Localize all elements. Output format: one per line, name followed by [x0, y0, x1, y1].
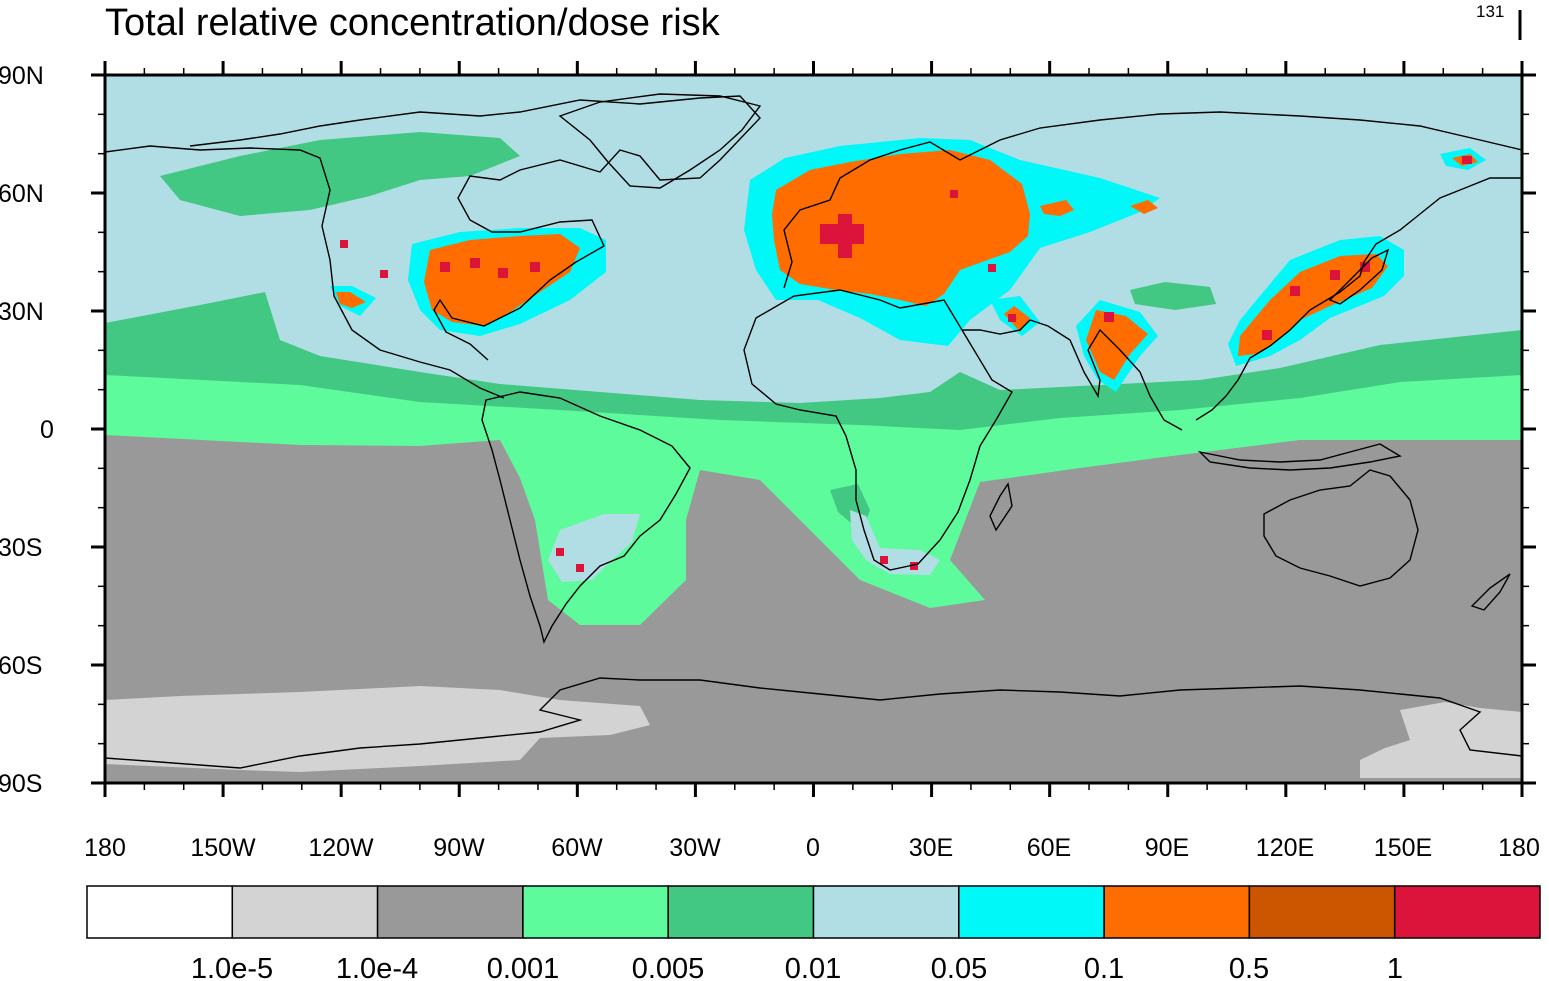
- band-tropics: [105, 350, 1522, 625]
- coast-africa: [743, 289, 1013, 571]
- colorbar-label-0: 1.0e-5: [191, 953, 273, 981]
- lon-label-120e: 120E: [1256, 834, 1314, 862]
- lon-label-150e: 150E: [1374, 834, 1432, 862]
- lon-label-60e: 60E: [1027, 834, 1071, 862]
- map-title: Total relative concentration/dose risk: [105, 2, 720, 44]
- colorbar: 1.0e-5 1.0e-4 0.001 0.005 0.01 0.05 0.1 …: [86, 885, 1541, 981]
- high-india: [1086, 310, 1148, 380]
- colorbar-label-8: 1: [1387, 953, 1403, 981]
- axis-tick-labels: 90N 60N 30N 0 30S 60S 90S 180 150W 120W …: [0, 62, 1540, 862]
- high-pakistan: [1004, 306, 1030, 332]
- colorbar-label-5: 0.05: [931, 953, 987, 981]
- lon-label-0: 0: [806, 834, 820, 862]
- coast-new-zealand: [1470, 573, 1511, 611]
- lon-label-30w: 30W: [669, 834, 721, 862]
- colorbar-label-6: 0.1: [1084, 953, 1124, 981]
- coastlines: [105, 93, 1522, 769]
- colorbar-label-1: 1.0e-4: [336, 953, 418, 981]
- colorbar-box-9: [1393, 885, 1541, 939]
- coast-eurasia: [783, 111, 1522, 431]
- coast-madagascar: [989, 482, 1013, 532]
- coast-north-america: [105, 95, 761, 399]
- high-russia-east: [1040, 200, 1074, 216]
- colorbar-label-3: 0.005: [632, 953, 705, 981]
- lon-label-60w: 60W: [551, 834, 603, 862]
- coast-antarctica: [105, 677, 1522, 769]
- lon-label-180e: 180: [1498, 834, 1540, 862]
- lon-label-180w: 180: [84, 834, 126, 862]
- band-subtropics: [105, 292, 1522, 430]
- colorbar-box-4: [667, 885, 815, 939]
- lon-label-120w: 120W: [308, 834, 374, 862]
- lat-label-0: 0: [40, 416, 54, 444]
- lat-label-60n: 60N: [0, 180, 44, 208]
- antarctic-east: [1360, 702, 1522, 778]
- lon-label-90w: 90W: [433, 834, 485, 862]
- colorbar-box-0: [86, 885, 234, 939]
- high-namerica: [424, 234, 580, 326]
- coast-australia: [1263, 469, 1419, 587]
- high-mexico: [336, 292, 366, 308]
- af-pale: [850, 510, 940, 575]
- colorbar-box-1: [231, 885, 379, 939]
- peak-spots: [340, 156, 1472, 572]
- colorbar-label-2: 0.001: [487, 953, 560, 981]
- colorbar-box-5: [812, 885, 960, 939]
- colorbar-box-7: [1103, 885, 1251, 939]
- lat-label-90s: 90S: [0, 770, 42, 798]
- axis-ticks: [91, 61, 1536, 797]
- lat-label-60s: 60S: [0, 652, 42, 680]
- high-siberia: [1130, 200, 1158, 214]
- colorbar-box-2: [376, 885, 524, 939]
- sa-pale: [548, 514, 640, 582]
- coast-indonesia: [1197, 443, 1402, 471]
- corner-label: 131: [1476, 2, 1505, 21]
- lon-label-90e: 90E: [1145, 834, 1189, 862]
- coast-greenland: [558, 93, 762, 189]
- high-europe: [772, 150, 1030, 306]
- coast-south-america: [481, 391, 691, 645]
- band-atlantic-patch: [1130, 282, 1216, 310]
- lat-label-90n: 90N: [0, 62, 44, 90]
- lat-label-30s: 30S: [0, 534, 42, 562]
- colorbar-label-7: 0.5: [1229, 953, 1269, 981]
- lon-label-30e: 30E: [909, 834, 953, 862]
- colorbar-box-8: [1248, 885, 1396, 939]
- coast-japan: [1328, 248, 1390, 305]
- colorbar-label-4: 0.01: [785, 953, 841, 981]
- antarctic-west: [105, 686, 650, 772]
- band-arctic-canada: [160, 132, 520, 216]
- colorbar-box-6: [958, 885, 1105, 939]
- lon-label-150w: 150W: [190, 834, 256, 862]
- colorbar-box-3: [522, 885, 669, 939]
- lat-label-30n: 30N: [0, 298, 44, 326]
- map-field: [105, 75, 1522, 783]
